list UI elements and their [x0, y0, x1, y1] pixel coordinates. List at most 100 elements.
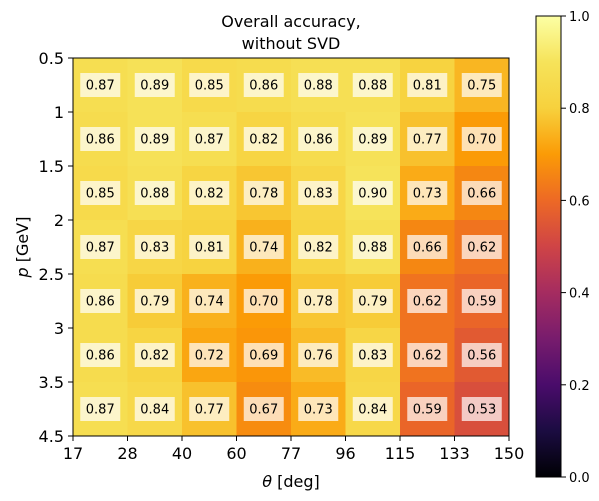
value-label-box	[134, 343, 175, 367]
value-label-box	[352, 397, 393, 421]
y-axis-label: p [GeV]	[13, 217, 32, 279]
value-label-box	[352, 73, 393, 97]
value-label-box	[298, 397, 339, 421]
value-label: 0.73	[413, 187, 442, 202]
value-label: 0.79	[140, 295, 169, 310]
chart-title-line-2: without SVD	[242, 34, 341, 53]
value-label-box	[407, 397, 448, 421]
value-label-box	[134, 397, 175, 421]
colorbar-tick-label: 0.8	[569, 102, 590, 117]
x-tick-label: 133	[439, 444, 470, 463]
value-label: 0.78	[304, 295, 333, 310]
value-label: 0.82	[140, 349, 169, 364]
y-tick-label: 1.5	[39, 157, 64, 176]
value-label-box	[407, 181, 448, 205]
value-label: 0.66	[413, 241, 442, 256]
heatmap-value-labels: 0.87 0.89 0.85 0.86 0.88 0.88 0.81 0.75 0.86 0.89…	[80, 73, 502, 421]
x-tick-label: 77	[281, 444, 301, 463]
value-label-box	[407, 235, 448, 259]
value-label-box	[352, 289, 393, 313]
x-axis-ticks: 17 28 40 60 77 96 115 133 150	[63, 436, 524, 463]
value-label: 0.62	[413, 295, 442, 310]
chart-title-line-1: Overall accuracy,	[221, 12, 361, 31]
value-label: 0.86	[86, 349, 115, 364]
x-axis-label: θ [deg]	[262, 472, 320, 491]
value-label-box	[80, 181, 121, 205]
value-label: 0.67	[249, 403, 278, 418]
value-label: 0.88	[140, 187, 169, 202]
value-label-box	[134, 235, 175, 259]
colorbar-tick-label: 0.0	[569, 471, 590, 486]
y-tick-label: 3	[54, 319, 64, 338]
value-label: 0.86	[86, 295, 115, 310]
value-label: 0.72	[195, 349, 224, 364]
value-label: 0.75	[467, 79, 496, 94]
x-tick-label: 150	[494, 444, 525, 463]
value-label: 0.88	[358, 241, 387, 256]
y-tick-label: 1	[54, 103, 64, 122]
value-label-box	[80, 127, 121, 151]
value-label-box	[461, 73, 502, 97]
y-axis-symbol: p	[13, 267, 32, 278]
value-label: 0.59	[467, 295, 496, 310]
value-label-box	[243, 127, 284, 151]
y-tick-label: 3.5	[39, 373, 64, 392]
value-label: 0.89	[358, 133, 387, 148]
value-label: 0.76	[304, 349, 333, 364]
value-label-box	[298, 343, 339, 367]
value-label-box	[80, 289, 121, 313]
value-label-box	[461, 289, 502, 313]
value-label-box	[134, 73, 175, 97]
value-label-box	[243, 235, 284, 259]
value-label-box	[80, 73, 121, 97]
value-label-box	[298, 73, 339, 97]
value-label: 0.83	[304, 187, 333, 202]
value-label: 0.77	[413, 133, 442, 148]
value-label: 0.59	[413, 403, 442, 418]
value-label-box	[407, 127, 448, 151]
value-label-box	[80, 397, 121, 421]
value-label: 0.87	[86, 403, 115, 418]
value-label-box	[189, 73, 230, 97]
value-label: 0.85	[195, 79, 224, 94]
value-label-box	[189, 289, 230, 313]
x-tick-label: 17	[63, 444, 83, 463]
value-label: 0.88	[358, 79, 387, 94]
value-label-box	[352, 127, 393, 151]
x-axis-unit: [deg]	[272, 472, 320, 491]
colorbar-tick-label: 1.0	[569, 10, 590, 25]
value-label: 0.62	[467, 241, 496, 256]
value-label: 0.87	[86, 79, 115, 94]
x-tick-label: 40	[172, 444, 192, 463]
value-label-box	[352, 343, 393, 367]
value-label-box	[80, 235, 121, 259]
value-label: 0.89	[140, 79, 169, 94]
x-tick-label: 96	[335, 444, 355, 463]
value-label-box	[461, 343, 502, 367]
value-label: 0.78	[249, 187, 278, 202]
value-label-box	[461, 181, 502, 205]
value-label-box	[134, 127, 175, 151]
value-label: 0.62	[413, 349, 442, 364]
value-label-box	[461, 397, 502, 421]
colorbar-tick-label: 0.4	[569, 287, 590, 302]
x-tick-label: 60	[226, 444, 246, 463]
value-label-box	[298, 127, 339, 151]
value-label: 0.77	[195, 403, 224, 418]
value-label: 0.85	[86, 187, 115, 202]
colorbar-tick-label: 0.2	[569, 379, 590, 394]
value-label: 0.81	[413, 79, 442, 94]
value-label-box	[298, 235, 339, 259]
x-tick-label: 28	[117, 444, 137, 463]
value-label: 0.84	[140, 403, 169, 418]
value-label: 0.87	[86, 241, 115, 256]
value-label: 0.82	[195, 187, 224, 202]
value-label: 0.66	[467, 187, 496, 202]
value-label: 0.69	[249, 349, 278, 364]
value-label: 0.90	[358, 187, 387, 202]
value-label: 0.82	[304, 241, 333, 256]
value-label-box	[243, 343, 284, 367]
value-label-box	[243, 397, 284, 421]
value-label-box	[407, 289, 448, 313]
value-label: 0.89	[140, 133, 169, 148]
